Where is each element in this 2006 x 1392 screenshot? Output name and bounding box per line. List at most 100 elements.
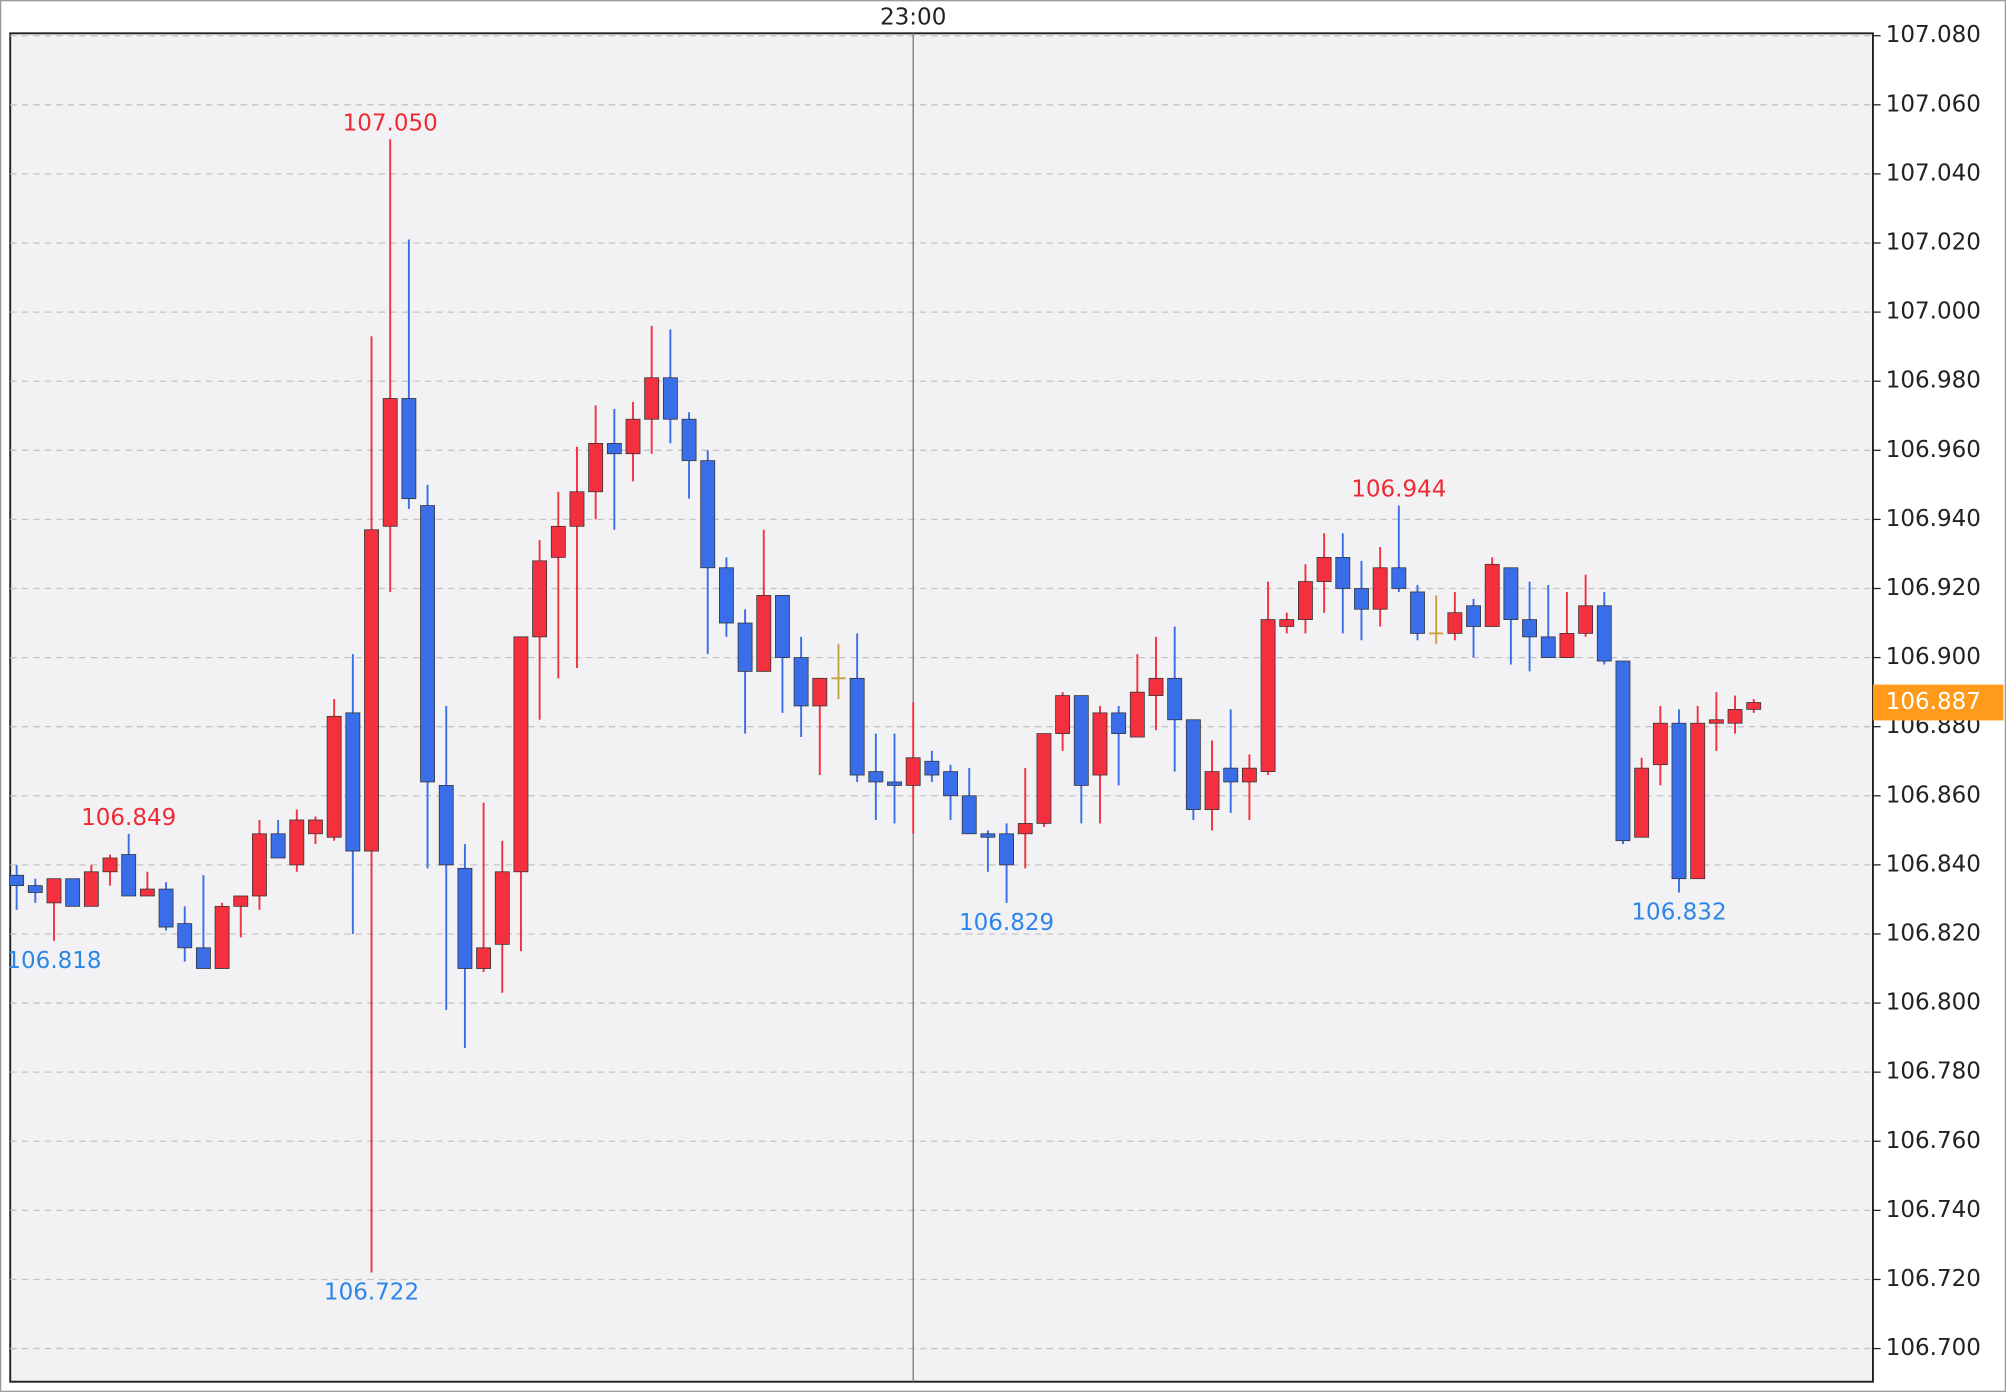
y-tick-label: 106.780	[1886, 1059, 1981, 1085]
body	[1204, 771, 1220, 810]
body	[1391, 567, 1407, 589]
body	[737, 622, 753, 672]
body	[1746, 702, 1762, 710]
body	[1241, 767, 1257, 783]
body	[662, 377, 678, 420]
body	[513, 636, 529, 873]
high-label: 107.050	[343, 111, 438, 137]
body	[326, 715, 342, 838]
y-tick-label: 106.740	[1886, 1197, 1981, 1223]
body	[1484, 563, 1500, 627]
body	[9, 874, 25, 886]
y-tick-label: 107.000	[1886, 299, 1981, 325]
body	[700, 460, 716, 569]
body	[1652, 722, 1668, 766]
body	[1111, 712, 1127, 734]
body	[308, 819, 323, 835]
y-tick-label: 106.860	[1886, 782, 1981, 808]
y-tick-label: 106.980	[1886, 368, 1981, 394]
body	[588, 443, 604, 493]
body	[606, 443, 622, 455]
body	[1185, 719, 1201, 810]
body	[457, 867, 473, 969]
body	[65, 878, 81, 907]
body	[1354, 588, 1369, 610]
body	[961, 795, 977, 835]
body	[270, 833, 286, 859]
body	[550, 525, 566, 558]
body	[139, 888, 155, 897]
body	[1690, 722, 1706, 880]
body	[233, 895, 249, 907]
body	[718, 567, 734, 624]
body	[46, 878, 62, 904]
body	[924, 760, 940, 776]
y-tick-label: 106.840	[1886, 851, 1981, 877]
body	[420, 505, 435, 783]
last-price-label: 106.887	[1886, 689, 1981, 715]
body	[1129, 691, 1145, 738]
body	[980, 833, 996, 838]
body	[1578, 605, 1594, 634]
body	[943, 771, 958, 797]
body	[364, 529, 379, 852]
body	[905, 757, 921, 786]
low-label: 106.722	[324, 1280, 419, 1306]
body	[1073, 695, 1089, 786]
body	[1447, 612, 1463, 634]
body	[195, 947, 211, 969]
y-tick-label: 107.060	[1886, 91, 1981, 117]
y-tick-label: 106.700	[1886, 1335, 1981, 1361]
body	[1727, 709, 1743, 724]
y-tick-label: 106.900	[1886, 644, 1981, 670]
body	[494, 871, 510, 945]
body	[1223, 767, 1239, 783]
y-tick-label: 106.720	[1886, 1266, 1981, 1292]
x-tick-label: 23:00	[880, 4, 946, 30]
body	[27, 885, 43, 893]
body	[849, 677, 865, 776]
body	[887, 781, 902, 786]
y-tick-label: 107.080	[1886, 22, 1981, 48]
body	[382, 398, 398, 527]
body	[121, 854, 137, 897]
high-label: 106.944	[1351, 477, 1446, 503]
high-label: 106.849	[81, 805, 176, 831]
body	[345, 712, 361, 852]
body	[756, 595, 772, 672]
body	[681, 418, 697, 462]
body	[83, 871, 99, 907]
body	[401, 398, 417, 500]
y-tick-label: 107.020	[1886, 230, 1981, 256]
body	[793, 657, 809, 707]
body	[1036, 733, 1052, 824]
body	[1503, 567, 1519, 620]
body	[1671, 722, 1687, 880]
body	[158, 888, 174, 928]
body	[1410, 591, 1425, 634]
y-tick-label: 106.940	[1886, 506, 1981, 532]
body	[1092, 712, 1108, 776]
low-label: 106.832	[1631, 899, 1726, 925]
body	[1540, 636, 1556, 658]
candles	[9, 139, 1762, 1273]
body	[1260, 619, 1276, 772]
body	[1615, 660, 1631, 842]
body	[1522, 619, 1537, 638]
body	[999, 833, 1015, 866]
body	[252, 833, 267, 897]
y-tick-label: 106.960	[1886, 437, 1981, 463]
plot-area	[9, 32, 1874, 1383]
body	[1017, 823, 1033, 835]
body	[1055, 695, 1071, 734]
body	[1298, 581, 1313, 620]
body	[1167, 677, 1183, 721]
body	[1596, 605, 1612, 662]
body	[102, 857, 118, 873]
body	[1559, 633, 1575, 658]
body	[812, 677, 828, 707]
body	[1148, 677, 1164, 696]
body	[1466, 605, 1481, 627]
body	[438, 785, 454, 866]
